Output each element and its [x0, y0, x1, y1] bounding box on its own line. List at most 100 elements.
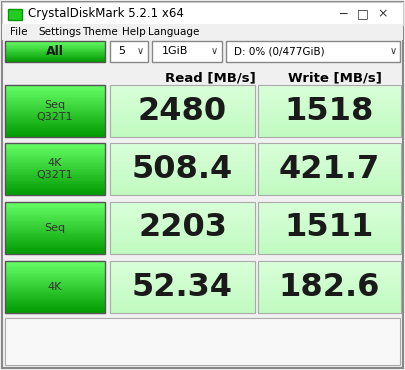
Bar [258, 268, 401, 272]
Bar [5, 188, 105, 190]
Bar [5, 212, 105, 214]
Bar [110, 305, 255, 308]
Bar [110, 116, 255, 119]
Bar [5, 116, 105, 118]
Bar [258, 161, 401, 164]
Bar [5, 53, 105, 54]
Bar [5, 163, 105, 165]
Bar [258, 143, 401, 195]
Bar [5, 193, 105, 195]
Bar [5, 109, 105, 111]
Bar [110, 202, 255, 205]
Bar [5, 40, 105, 42]
Bar [5, 130, 105, 132]
Bar [110, 100, 255, 103]
Bar [5, 280, 105, 282]
Bar [5, 128, 105, 130]
Bar [5, 143, 105, 195]
Bar [258, 305, 401, 308]
Bar [5, 202, 105, 204]
Bar [110, 289, 255, 292]
Bar [258, 243, 401, 246]
Bar [5, 299, 105, 301]
Bar [258, 271, 401, 274]
Bar [5, 191, 105, 193]
Bar [258, 84, 401, 88]
FancyBboxPatch shape [2, 2, 403, 25]
Bar [5, 306, 105, 308]
Bar [5, 238, 105, 240]
Bar [5, 226, 105, 228]
Bar [5, 300, 105, 303]
Bar [258, 225, 401, 228]
Bar [5, 122, 105, 125]
Text: ∨: ∨ [136, 47, 143, 57]
Bar [258, 179, 401, 182]
Bar [258, 174, 401, 177]
FancyBboxPatch shape [8, 9, 22, 20]
Text: 2203: 2203 [138, 212, 227, 243]
Bar [110, 124, 255, 127]
Text: 1511: 1511 [285, 212, 374, 243]
Bar [5, 148, 105, 150]
Bar [258, 240, 401, 243]
Bar [5, 95, 105, 97]
Bar [5, 184, 105, 186]
Bar [5, 41, 105, 62]
Bar [5, 283, 105, 285]
Bar [110, 240, 255, 243]
Bar [258, 126, 401, 129]
Bar [258, 202, 401, 205]
Bar [110, 129, 255, 132]
Bar [110, 261, 255, 313]
Text: 4K: 4K [48, 282, 62, 292]
Bar [110, 286, 255, 290]
Bar [258, 286, 401, 290]
Bar [258, 171, 401, 174]
Bar [5, 215, 105, 218]
Bar [258, 297, 401, 300]
Text: Seq: Seq [45, 223, 66, 233]
Bar [5, 111, 105, 113]
Text: 182.6: 182.6 [279, 272, 380, 303]
Bar [5, 126, 105, 128]
Bar [258, 100, 401, 103]
Bar [110, 105, 255, 108]
Bar [5, 48, 105, 50]
Bar [5, 175, 105, 178]
Bar [110, 161, 255, 164]
Bar [110, 246, 255, 249]
Bar [5, 278, 105, 280]
Bar [5, 240, 105, 242]
Bar [5, 98, 105, 101]
FancyBboxPatch shape [2, 24, 403, 40]
Bar [5, 124, 105, 127]
Text: Seq
Q32T1: Seq Q32T1 [37, 100, 73, 122]
Bar [5, 158, 105, 160]
Bar [110, 176, 255, 179]
Bar [258, 189, 401, 192]
Bar [258, 266, 401, 269]
Bar [110, 111, 255, 114]
Text: 2480: 2480 [138, 95, 227, 127]
Bar [5, 307, 105, 310]
Bar [258, 153, 401, 156]
Bar [258, 215, 401, 218]
Bar [258, 148, 401, 151]
Text: □: □ [357, 7, 369, 20]
Bar [5, 88, 105, 90]
Bar [110, 95, 255, 98]
Bar [110, 179, 255, 182]
Text: Settings: Settings [38, 27, 81, 37]
Bar [110, 187, 255, 190]
Bar [110, 121, 255, 124]
Bar [110, 192, 255, 195]
Bar [5, 142, 105, 145]
Bar [110, 266, 255, 269]
Bar [258, 276, 401, 279]
Bar [5, 276, 105, 278]
Bar [5, 281, 105, 283]
Bar [110, 228, 255, 231]
Bar [110, 307, 255, 310]
Bar [258, 204, 401, 207]
